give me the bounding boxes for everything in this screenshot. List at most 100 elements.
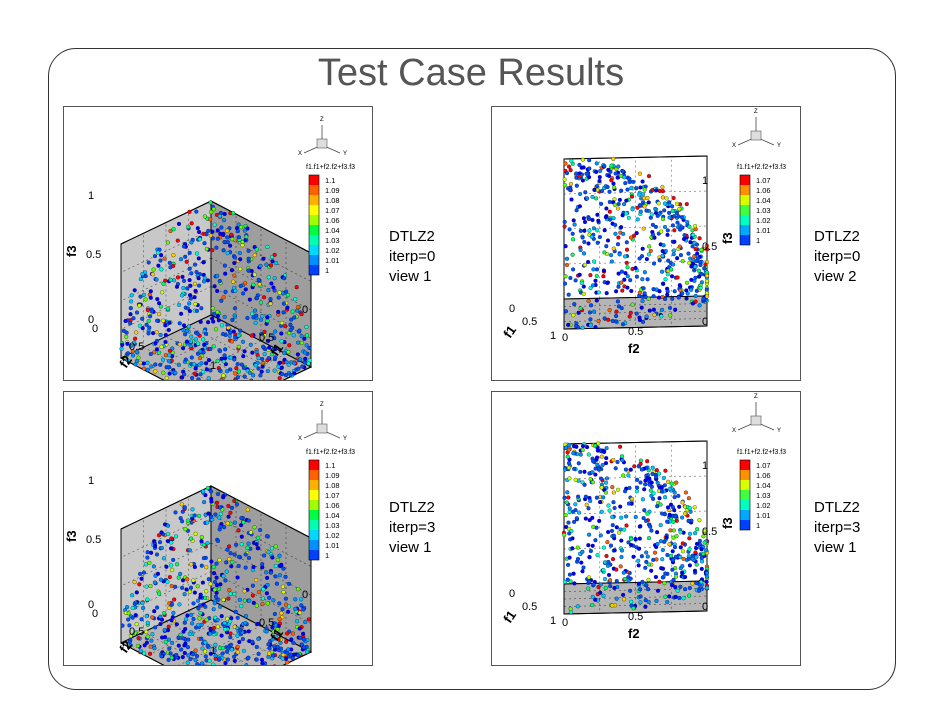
data-point	[180, 585, 185, 590]
data-point	[277, 360, 283, 365]
tick-label-f3: 1	[702, 175, 708, 187]
data-point	[234, 366, 239, 371]
data-point	[576, 510, 582, 515]
data-point	[265, 601, 270, 606]
data-point	[671, 577, 676, 582]
data-point	[625, 187, 630, 192]
data-point	[203, 649, 208, 654]
data-point	[222, 211, 227, 217]
grid-line	[210, 514, 312, 567]
legend-swatch	[309, 460, 319, 470]
data-point	[170, 640, 175, 645]
data-point	[637, 317, 642, 323]
data-point	[200, 646, 205, 651]
legend-swatch	[309, 480, 319, 490]
data-point	[693, 531, 698, 536]
data-point	[235, 650, 240, 655]
data-point	[180, 274, 185, 279]
data-point	[221, 248, 226, 253]
data-point	[138, 571, 143, 576]
data-point	[697, 303, 702, 308]
data-point	[633, 514, 638, 520]
data-point	[651, 491, 656, 496]
data-point	[638, 524, 643, 529]
data-point	[220, 645, 226, 651]
legend-label: 1.01	[325, 256, 340, 265]
data-point	[655, 588, 661, 593]
data-point	[575, 545, 580, 550]
data-point	[636, 581, 641, 586]
data-point	[687, 536, 692, 541]
data-point	[187, 301, 192, 306]
data-point	[184, 587, 189, 592]
data-point	[273, 664, 277, 665]
data-point	[195, 662, 200, 665]
data-point	[250, 350, 255, 355]
data-point	[272, 611, 277, 617]
data-point	[670, 208, 675, 213]
data-point	[176, 221, 182, 226]
data-point	[635, 485, 640, 490]
data-point	[153, 543, 158, 549]
data-point	[221, 295, 226, 300]
data-point	[697, 518, 702, 523]
data-point	[593, 538, 598, 543]
data-point	[270, 637, 275, 642]
data-point	[704, 273, 710, 278]
data-point	[208, 489, 214, 494]
triad-label-z: Z	[320, 117, 324, 123]
data-point	[274, 635, 279, 640]
data-point	[587, 310, 593, 315]
data-point	[663, 296, 668, 302]
data-point	[578, 191, 583, 197]
box-edge	[563, 440, 708, 445]
data-point	[571, 218, 576, 223]
data-point	[197, 616, 202, 621]
data-point	[590, 602, 595, 608]
data-point	[704, 279, 710, 284]
data-point	[260, 602, 265, 607]
data-point	[574, 183, 579, 188]
data-point	[285, 660, 290, 665]
data-point	[188, 339, 193, 344]
data-point	[221, 218, 227, 223]
tick-label-f3: 1	[702, 460, 708, 472]
data-point	[299, 642, 304, 647]
data-point	[214, 561, 219, 566]
data-point	[285, 305, 290, 310]
data-point	[293, 597, 298, 602]
data-point	[587, 158, 592, 163]
data-point	[651, 557, 656, 562]
data-point	[671, 528, 676, 533]
data-point	[219, 356, 224, 361]
data-point	[627, 314, 632, 319]
data-point	[638, 461, 643, 466]
data-point	[163, 332, 168, 338]
data-point	[693, 264, 698, 269]
data-point	[578, 228, 583, 233]
data-point	[574, 516, 579, 521]
data-point	[288, 652, 293, 657]
data-point	[670, 558, 675, 563]
data-point	[166, 531, 171, 537]
data-point	[141, 366, 147, 371]
data-point	[636, 558, 641, 563]
data-point	[619, 538, 624, 543]
data-point	[128, 321, 133, 326]
data-point	[268, 263, 274, 268]
data-point	[168, 277, 173, 283]
data-point	[196, 606, 201, 611]
data-point	[595, 228, 600, 233]
data-point	[562, 281, 568, 286]
data-point	[640, 277, 645, 282]
data-point	[144, 322, 149, 327]
data-point	[191, 601, 196, 606]
data-point	[579, 560, 584, 565]
data-point	[567, 187, 572, 192]
data-point	[205, 643, 210, 648]
data-point	[130, 615, 135, 620]
data-point	[594, 161, 599, 166]
data-point	[608, 578, 613, 583]
data-point	[242, 374, 247, 379]
